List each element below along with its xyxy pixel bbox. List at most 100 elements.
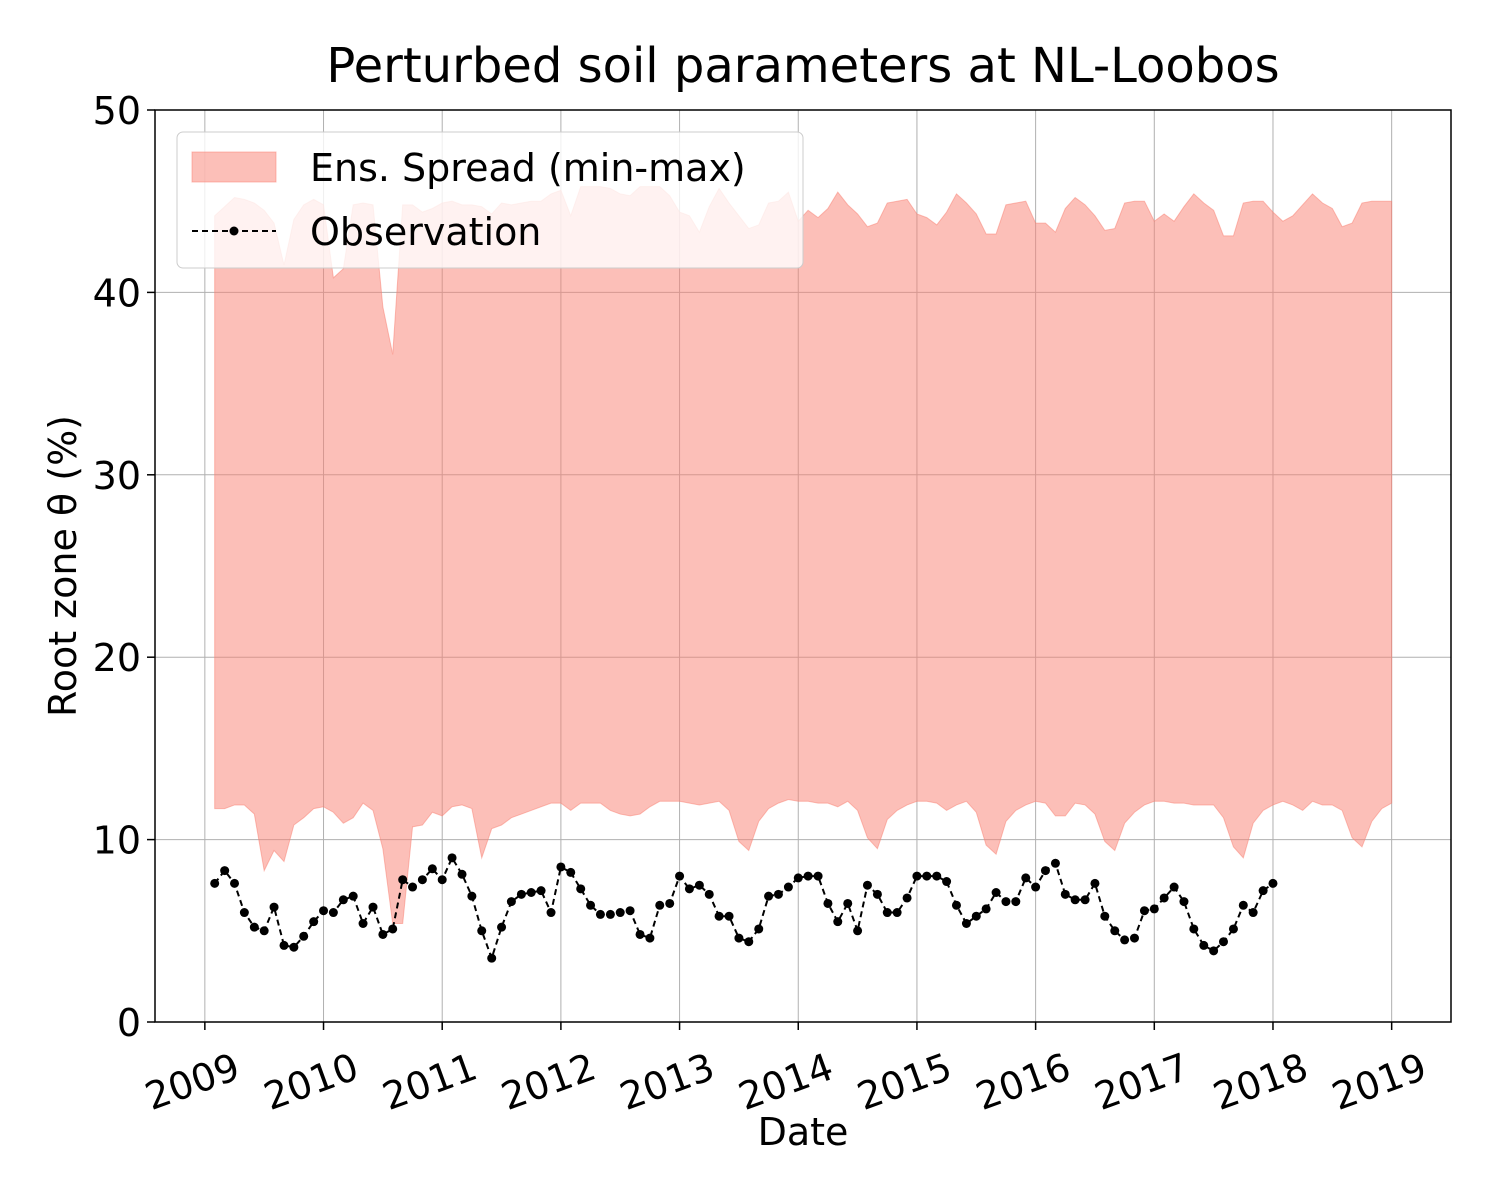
observation-point (724, 911, 734, 921)
observation-point (230, 878, 240, 888)
observation-point (971, 911, 981, 921)
observation-point (576, 884, 586, 894)
observation-point (605, 909, 615, 919)
observation-point (783, 882, 793, 892)
observation-point (1268, 878, 1278, 888)
observation-point (516, 889, 526, 899)
observation-point (1120, 935, 1130, 945)
y-tick-label: 10 (93, 819, 141, 863)
observation-point (1129, 933, 1139, 943)
observation-point (269, 902, 279, 912)
observation-point (526, 887, 536, 897)
observation-point (536, 886, 546, 896)
observation-point (744, 937, 754, 947)
observation-point (951, 900, 961, 910)
observation-point (1159, 893, 1169, 903)
observation-point (1209, 946, 1219, 956)
observation-point (684, 884, 694, 894)
observation-point (309, 917, 319, 927)
observation-point (793, 873, 803, 883)
observation-point (417, 875, 427, 885)
observation-point (1149, 904, 1159, 914)
observation-point (1090, 878, 1100, 888)
observation-point (328, 908, 338, 918)
observation-point (467, 891, 477, 901)
observation-point (773, 889, 783, 899)
observation-point (833, 917, 843, 927)
observation-point (1218, 937, 1228, 947)
observation-point (912, 871, 922, 881)
observation-point (259, 926, 269, 936)
observation-point (615, 908, 625, 918)
observation-point (665, 898, 675, 908)
y-axis-label: Root zone θ (%) (41, 415, 85, 717)
observation-point (566, 867, 576, 877)
observation-point (388, 924, 398, 934)
y-tick-label: 50 (93, 89, 141, 133)
observation-point (1189, 924, 1199, 934)
observation-point (892, 908, 902, 918)
observation-point (1050, 858, 1060, 868)
y-tick-label: 20 (93, 636, 141, 680)
observation-point (1248, 908, 1258, 918)
observation-point (704, 889, 714, 899)
observation-point (754, 924, 764, 934)
observation-point (902, 893, 912, 903)
observation-point (437, 875, 447, 885)
observation-point (764, 891, 774, 901)
observation-point (862, 880, 872, 890)
observation-point (299, 931, 309, 941)
observation-point (1060, 889, 1070, 899)
observation-point (872, 889, 882, 899)
observation-point (1169, 882, 1179, 892)
observation-point (249, 922, 259, 932)
observation-point (694, 880, 704, 890)
observation-point (823, 898, 833, 908)
observation-point (1031, 882, 1041, 892)
observation-point (487, 953, 497, 963)
y-tick-label: 40 (93, 271, 141, 315)
observation-point (1100, 911, 1110, 921)
observation-point (961, 919, 971, 929)
observation-point (348, 891, 358, 901)
y-tick-label: 0 (117, 1001, 141, 1045)
observation-point (645, 933, 655, 943)
observation-point (427, 864, 437, 874)
observation-point (447, 853, 457, 863)
observation-point (675, 871, 685, 881)
observation-point (586, 900, 596, 910)
observation-point (1001, 897, 1011, 907)
observation-point (981, 904, 991, 914)
observation-point (358, 919, 368, 929)
observation-point (1080, 895, 1090, 905)
observation-point (279, 940, 289, 950)
observation-point (368, 902, 378, 912)
observation-point (1258, 886, 1268, 896)
observation-point (635, 929, 645, 939)
legend-label: Observation (310, 210, 541, 254)
observation-point (408, 882, 418, 892)
observation-point (457, 869, 467, 879)
observation-point (734, 933, 744, 943)
observation-point (655, 900, 665, 910)
observation-point (843, 898, 853, 908)
x-axis-label: Date (758, 1110, 849, 1154)
observation-point (1199, 940, 1209, 950)
observation-point (803, 871, 813, 881)
observation-point (1139, 906, 1149, 916)
observation-point (991, 887, 1001, 897)
observation-point (1238, 900, 1248, 910)
legend-label: Ens. Spread (min-max) (310, 146, 746, 190)
observation-point (932, 871, 942, 881)
chart-title: Perturbed soil parameters at NL-Loobos (326, 38, 1279, 94)
legend-box (176, 131, 804, 269)
observation-point (338, 895, 348, 905)
observation-line (213, 855, 1274, 962)
legend-marker (229, 226, 239, 236)
observation-point (378, 929, 388, 939)
observation-point (1228, 924, 1238, 934)
observation-point (1011, 897, 1021, 907)
observation-point (1040, 866, 1050, 876)
observation-point (853, 926, 863, 936)
